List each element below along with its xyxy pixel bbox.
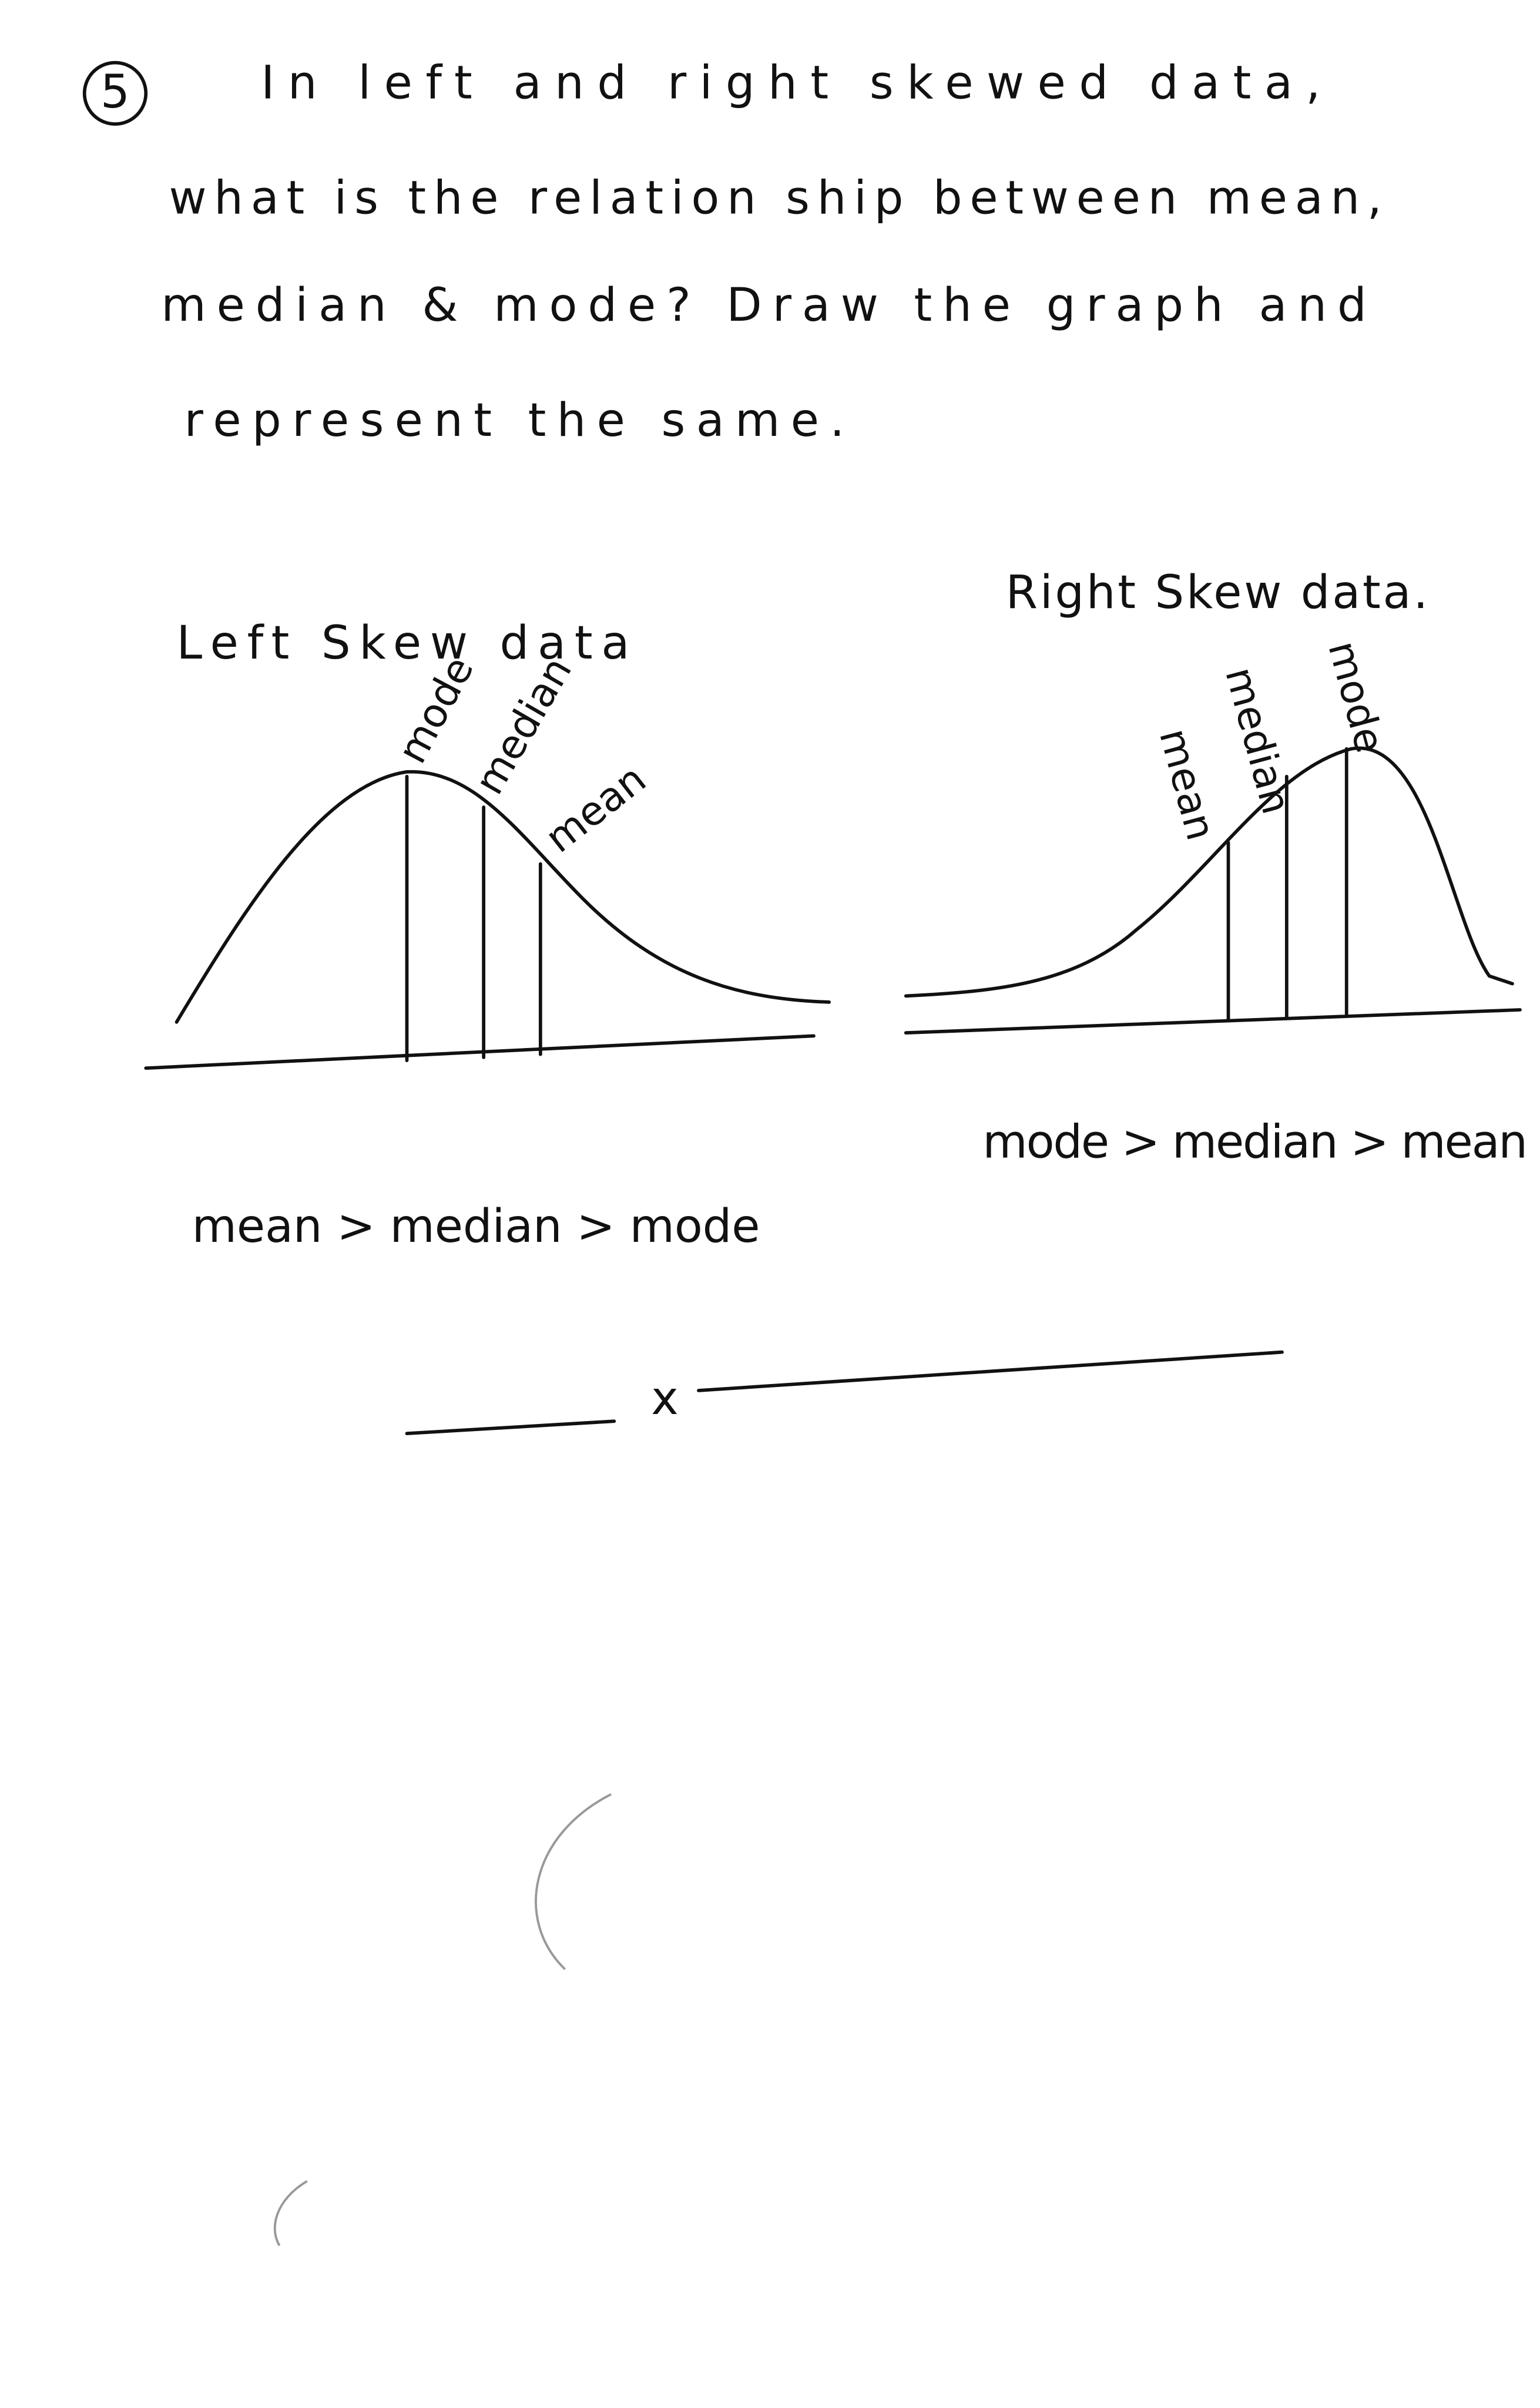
axis — [904, 1008, 1522, 1035]
marker-lines — [1226, 747, 1348, 1021]
relation: mode > median > mean — [982, 1115, 1528, 1168]
end-line — [405, 1350, 1284, 1436]
stray-arc — [273, 2180, 308, 2246]
graph-title: Right Skew data. — [1006, 566, 1428, 619]
curve — [175, 770, 831, 1024]
axis — [144, 1034, 816, 1070]
stray-arc — [535, 1793, 612, 1970]
relation: mean > median > mode — [192, 1200, 760, 1253]
marker-lines — [405, 774, 542, 1063]
end-mark: x — [651, 1372, 678, 1425]
question-number: 5 — [100, 65, 130, 119]
graph-title: Left Skew data — [177, 616, 630, 670]
curve — [904, 746, 1514, 998]
number-circle — [82, 61, 148, 126]
